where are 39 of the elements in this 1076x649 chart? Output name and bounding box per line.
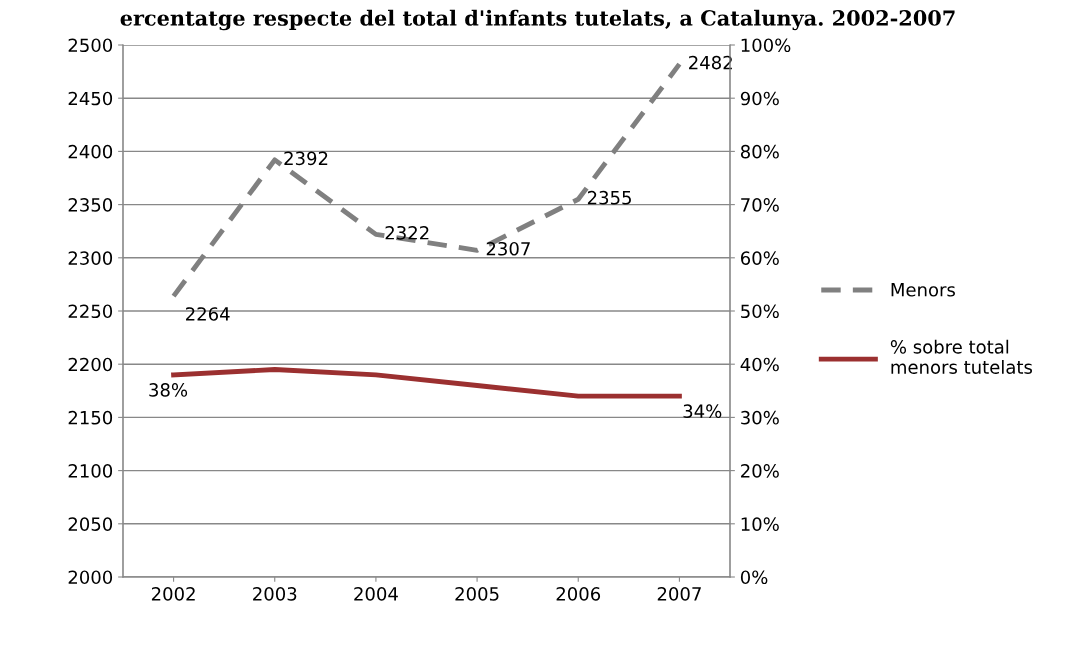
y-tick-label: 2050	[68, 517, 113, 531]
y-tick-label: 2200	[68, 357, 113, 372]
legend-label: % sobre total menors tutelats	[890, 339, 1033, 374]
data-label: 2392	[284, 151, 328, 166]
x-tick-label: 2006	[556, 587, 601, 601]
data-label: 2307	[486, 241, 530, 256]
y-tick-label: 2350	[68, 198, 113, 212]
y-tick-label: 2100	[68, 464, 113, 478]
y-tick-label: 2250	[68, 304, 113, 319]
y-tick-label: 2300	[68, 251, 113, 265]
x-tick-label: 2004	[354, 587, 398, 601]
y2-tick-label: 30%	[741, 410, 779, 425]
data-label: 2264	[186, 307, 230, 321]
y2-tick-label: 60%	[740, 251, 779, 265]
y2-tick-label: 20%	[741, 464, 779, 478]
y2-tick-label: 40%	[740, 357, 779, 372]
y-tick-label: 2000	[68, 570, 113, 585]
y2-tick-label: 0%	[740, 570, 768, 585]
data-label: 2355	[587, 190, 631, 205]
x-tick-label: 2007	[657, 587, 701, 601]
y-tick-label: 2450	[68, 91, 113, 106]
data-label: 2482	[689, 55, 732, 70]
y-tick-label: 2150	[68, 410, 113, 425]
y2-tick-label: 50%	[741, 304, 779, 319]
data-label: 2322	[385, 225, 429, 240]
y2-tick-label: 70%	[741, 198, 779, 212]
data-label: 38%	[149, 383, 188, 397]
y2-tick-label: 80%	[740, 144, 779, 159]
y2-tick-label: 90%	[740, 91, 779, 106]
x-tick-label: 2002	[151, 587, 195, 601]
x-tick-label: 2003	[253, 587, 297, 601]
y2-tick-label: 10%	[741, 517, 779, 531]
data-label: 34%	[683, 404, 722, 419]
y-tick-label: 2400	[68, 144, 113, 159]
y2-tick-label: 100%	[741, 38, 791, 53]
chart-title: ercentatge respecte del total d'infants tutelats, a Catalunya. 2002-2007	[120, 9, 955, 31]
y-tick-label: 2500	[68, 38, 113, 53]
legend-label: Menors	[891, 283, 955, 297]
x-tick-label: 2005	[455, 587, 499, 601]
